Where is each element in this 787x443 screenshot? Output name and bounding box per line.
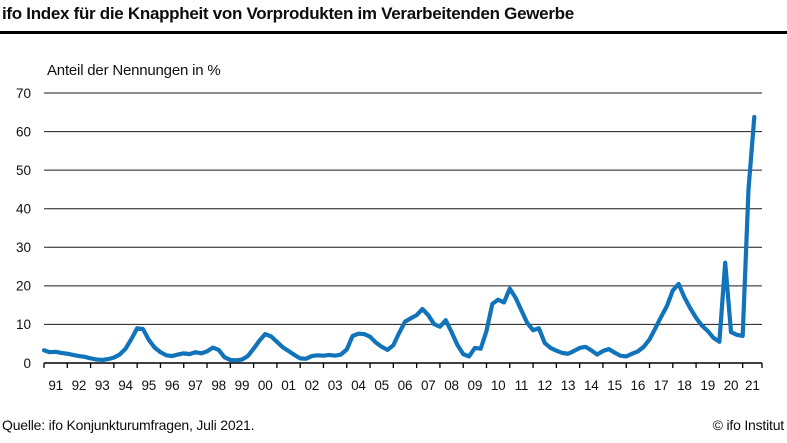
y-tick-label-0: 0 [23,356,31,371]
x-tick-label-06: 06 [398,378,413,393]
x-tick-label-00: 00 [258,378,273,393]
title-divider-rule [0,31,787,34]
x-tick-label-16: 16 [631,378,646,393]
y-tick-label-70: 70 [16,86,31,101]
chart-subtitle: Anteil der Nennungen in % [47,62,221,79]
x-tick-label-96: 96 [165,378,180,393]
data-line-knappheit [41,114,757,363]
copyright-credit: © ifo Institut [712,417,785,433]
x-tick-label-14: 14 [584,378,599,393]
x-tick-label-92: 92 [72,378,87,393]
x-tick-label-01: 01 [281,378,296,393]
x-tick-label-99: 99 [235,378,250,393]
x-tick-label-09: 09 [468,378,483,393]
x-tick-label-13: 13 [561,378,576,393]
y-tick-label-20: 20 [16,279,31,294]
y-tick-label-50: 50 [16,163,31,178]
x-tick-label-93: 93 [95,378,110,393]
x-tick-label-03: 03 [328,378,343,393]
x-tick-label-18: 18 [677,378,692,393]
x-tick-label-10: 10 [491,378,506,393]
y-tick-label-40: 40 [16,202,31,217]
x-tick-label-19: 19 [700,378,715,393]
x-tick-label-15: 15 [607,378,622,393]
x-tick-label-17: 17 [654,378,669,393]
source-note: Quelle: ifo Konjunkturumfragen, Juli 202… [2,417,255,433]
x-tick-label-02: 02 [305,378,320,393]
x-tick-label-05: 05 [374,378,389,393]
x-tick-label-91: 91 [48,378,63,393]
x-tick-label-97: 97 [188,378,203,393]
y-tick-label-10: 10 [16,317,31,332]
y-tick-label-30: 30 [16,240,31,255]
x-tick-label-94: 94 [118,378,133,393]
x-tick-label-08: 08 [444,378,459,393]
x-tick-label-95: 95 [141,378,156,393]
page-title: ifo Index für die Knappheit von Vorprodu… [2,4,574,23]
x-tick-label-20: 20 [724,378,739,393]
x-tick-label-12: 12 [537,378,552,393]
x-tick-label-11: 11 [515,378,529,393]
x-tick-label-04: 04 [351,378,366,393]
x-tick-label-98: 98 [211,378,226,393]
x-tick-label-21: 21 [745,378,760,393]
x-tick-label-07: 07 [421,378,436,393]
y-tick-label-60: 60 [16,124,31,139]
